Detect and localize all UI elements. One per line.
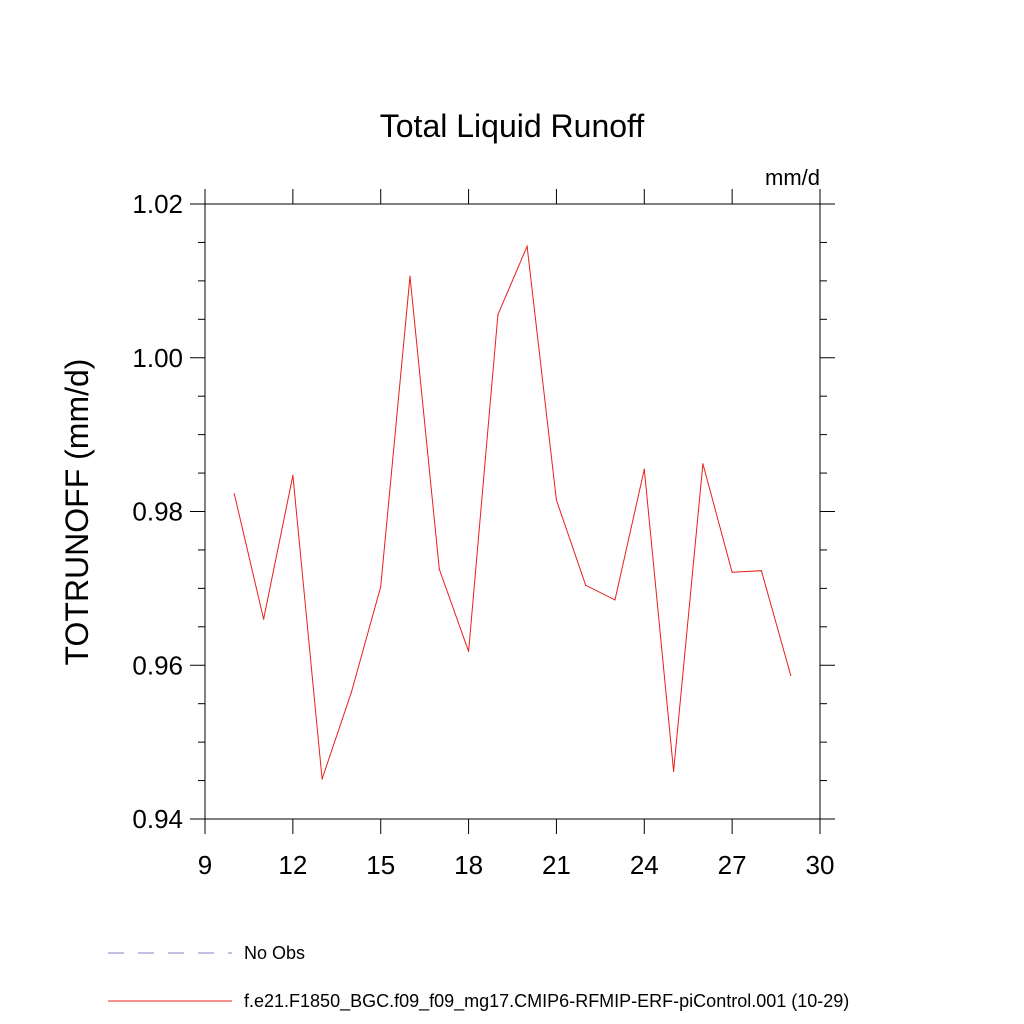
data-point [643, 468, 645, 470]
x-tick-label: 12 [278, 850, 307, 880]
x-tick-label: 27 [718, 850, 747, 880]
data-point [262, 618, 265, 620]
y-axis: 0.94 0.96 0.98 1.00 1.02 [132, 189, 835, 834]
series-group [233, 244, 792, 780]
x-tick-label: 24 [630, 850, 659, 880]
data-point [555, 499, 558, 501]
data-point [292, 474, 294, 476]
data-point [760, 570, 763, 572]
y-axis-label: TOTRUNOFF (mm/d) [59, 359, 95, 666]
legend-label-control-run: f.e21.F1850_BGC.f09_f09_mg17.CMIP6-RFMIP… [244, 991, 849, 1012]
data-point [350, 691, 353, 693]
y-tick-label: 0.94 [132, 804, 183, 834]
x-tick-label: 9 [198, 850, 212, 880]
data-point [672, 770, 675, 772]
y-tick-label: 1.02 [132, 189, 183, 219]
y-tick-label: 1.00 [132, 343, 183, 373]
data-point [438, 568, 440, 570]
x-axis: 9 12 15 18 21 24 27 30 [198, 189, 835, 880]
data-point [321, 778, 323, 780]
chart-title: Total Liquid Runoff [380, 108, 645, 144]
data-point [614, 599, 616, 601]
data-point [731, 571, 733, 573]
legend-label-no-obs: No Obs [244, 943, 305, 963]
x-tick-label: 21 [542, 850, 571, 880]
data-point [526, 245, 528, 247]
data-point [467, 650, 470, 653]
x-tick-label: 18 [454, 850, 483, 880]
y-tick-label: 0.98 [132, 497, 183, 527]
x-tick-label: 15 [366, 850, 395, 880]
data-point [497, 314, 499, 316]
data-point [585, 584, 587, 586]
data-point [233, 493, 235, 495]
data-point [409, 275, 411, 277]
data-point [380, 586, 382, 588]
data-point [702, 463, 704, 465]
data-point [790, 674, 792, 676]
x-tick-label: 30 [806, 850, 835, 880]
plot-frame [204, 203, 821, 820]
units-label: mm/d [765, 165, 820, 190]
legend: No Obs f.e21.F1850_BGC.f09_f09_mg17.CMIP… [108, 943, 849, 1012]
y-tick-label: 0.96 [132, 650, 183, 680]
series-line [233, 244, 792, 780]
